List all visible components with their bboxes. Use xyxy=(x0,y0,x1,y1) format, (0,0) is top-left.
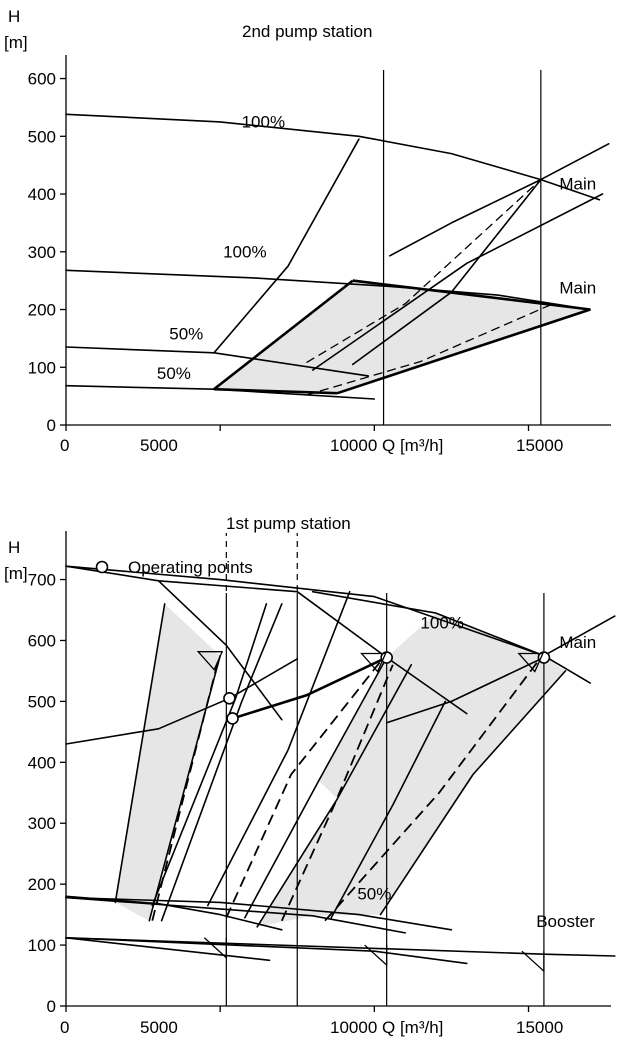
y-tick-label-100: 100 xyxy=(28,936,56,955)
flow-triangle-top-0 xyxy=(196,651,224,671)
curve-labels-1st: 100% Main 50% Booster xyxy=(357,613,596,931)
flow-triangle-top-1 xyxy=(360,652,387,673)
series-line-22 xyxy=(151,664,218,921)
series-line-14 xyxy=(306,303,554,396)
axes-1st: 0 100 200 300 400 500 600 700 xyxy=(28,531,611,1016)
y-axis-unit-1st: [m] xyxy=(4,564,28,583)
y-tick-label-200: 200 xyxy=(28,301,56,320)
series-line-7 xyxy=(65,895,283,931)
series-line-23 xyxy=(225,656,385,919)
series-line-13 xyxy=(306,179,542,364)
series-line-21 xyxy=(379,670,567,916)
series-line-10 xyxy=(65,937,271,962)
curve-label-3: 50% xyxy=(157,364,191,383)
curve-label-5: Main xyxy=(559,278,596,297)
series-2nd xyxy=(65,113,610,400)
series-line-24 xyxy=(280,664,394,922)
curve-label-0: 100% xyxy=(242,113,285,132)
series-line-10 xyxy=(389,178,542,257)
flow-triangle-top-2 xyxy=(517,652,544,673)
series-line-9 xyxy=(352,143,610,366)
y-tick-label-300: 300 xyxy=(28,243,56,262)
y-axis-label-h-2nd: H xyxy=(8,7,20,26)
y-axis-label-h-1st: H xyxy=(8,538,20,557)
chart-1st-pump-station: 1st pump station H [m] 0 100 200 300 400 500 6… xyxy=(4,514,616,1037)
series-line-8 xyxy=(213,387,338,395)
y-tick-label-700: 700 xyxy=(28,571,56,590)
x-tick-0-1st: 0 xyxy=(60,1018,69,1037)
series-line-11 xyxy=(65,937,468,965)
chart-title-1st: 1st pump station xyxy=(226,514,351,533)
x-tick-10000-2nd: 10000 Q [m³/h] xyxy=(330,436,443,455)
curve-label-1: 100% xyxy=(223,243,266,262)
y-tick-label-600: 600 xyxy=(28,631,56,650)
curve-label-1: Main xyxy=(559,633,596,652)
x-tick-5000-2nd: 5000 xyxy=(140,436,178,455)
chart-title-2nd: 2nd pump station xyxy=(242,22,372,41)
series-line-8 xyxy=(65,896,453,931)
y-axis-unit-2nd: [m] xyxy=(4,33,28,52)
curve-label-4: Main xyxy=(559,174,596,193)
curve-label-0: 100% xyxy=(420,613,463,632)
operating-point-2 xyxy=(380,651,393,664)
series-line-4 xyxy=(65,658,299,745)
operating-point-3 xyxy=(537,651,551,664)
series-line-25 xyxy=(324,656,542,922)
series-line-13 xyxy=(114,603,166,904)
curve-labels-2nd: 100% 100% 50% 50% Main Main xyxy=(157,113,596,383)
series-line-0 xyxy=(65,113,601,201)
flow-triangle-bottom-0 xyxy=(203,937,227,960)
x-tick-0-2nd: 0 xyxy=(60,436,69,455)
curve-label-3: Booster xyxy=(536,912,595,931)
legend-marker-circle xyxy=(95,560,109,574)
series-line-6 xyxy=(385,656,545,724)
x-tick-15000-1st: 15000 xyxy=(516,1018,563,1037)
y-tick-label-600: 600 xyxy=(28,70,56,89)
series-line-9 xyxy=(65,896,406,934)
y-tick-label-500: 500 xyxy=(28,127,56,146)
chart-2nd-pump-station: 2nd pump station H [m] 0 100 200 300 400 500 6… xyxy=(4,7,611,455)
y-tick-label-400: 400 xyxy=(28,185,56,204)
axes-2nd: 0 100 200 300 400 500 600 xyxy=(28,55,611,435)
series-line-5 xyxy=(232,656,388,720)
series-line-4 xyxy=(213,138,360,354)
series-line-16 xyxy=(160,603,283,922)
x-tick-5000-1st: 5000 xyxy=(140,1018,178,1037)
operating-points-1st xyxy=(196,651,551,973)
y-tick-label-100: 100 xyxy=(28,358,56,377)
x-tick-15000-2nd: 15000 xyxy=(516,436,563,455)
shaded-regions-1st xyxy=(115,603,566,927)
flow-triangle-bottom-2 xyxy=(521,950,545,973)
operating-point-0 xyxy=(223,692,236,705)
series-line-12 xyxy=(311,193,604,371)
series-line-19 xyxy=(256,664,413,928)
legend-label: Operating points xyxy=(128,558,253,577)
shaded-region-0 xyxy=(115,603,221,921)
series-line-3 xyxy=(311,590,616,657)
series-line-7 xyxy=(336,308,591,395)
operating-point-1 xyxy=(226,712,239,725)
x-tick-10000-1st: 10000 Q [m³/h] xyxy=(330,1018,443,1037)
series-line-18 xyxy=(244,656,388,919)
shaded-region-0 xyxy=(214,280,591,394)
series-line-17 xyxy=(207,590,351,907)
series-line-5 xyxy=(213,279,354,391)
y-tick-label-200: 200 xyxy=(28,875,56,894)
series-line-0 xyxy=(65,565,591,684)
series-line-1 xyxy=(65,565,283,721)
curve-label-2: 50% xyxy=(357,884,391,903)
y-tick-label-500: 500 xyxy=(28,692,56,711)
y-tick-label-300: 300 xyxy=(28,814,56,833)
series-line-2 xyxy=(157,580,468,715)
shaded-regions-2nd xyxy=(214,280,591,394)
y-tick-label-0: 0 xyxy=(47,997,56,1016)
flow-triangle-bottom-1 xyxy=(364,944,388,967)
curve-label-2: 50% xyxy=(169,325,203,344)
y-tick-label-400: 400 xyxy=(28,753,56,772)
series-line-20 xyxy=(330,700,447,919)
y-tick-label-0: 0 xyxy=(47,416,56,435)
